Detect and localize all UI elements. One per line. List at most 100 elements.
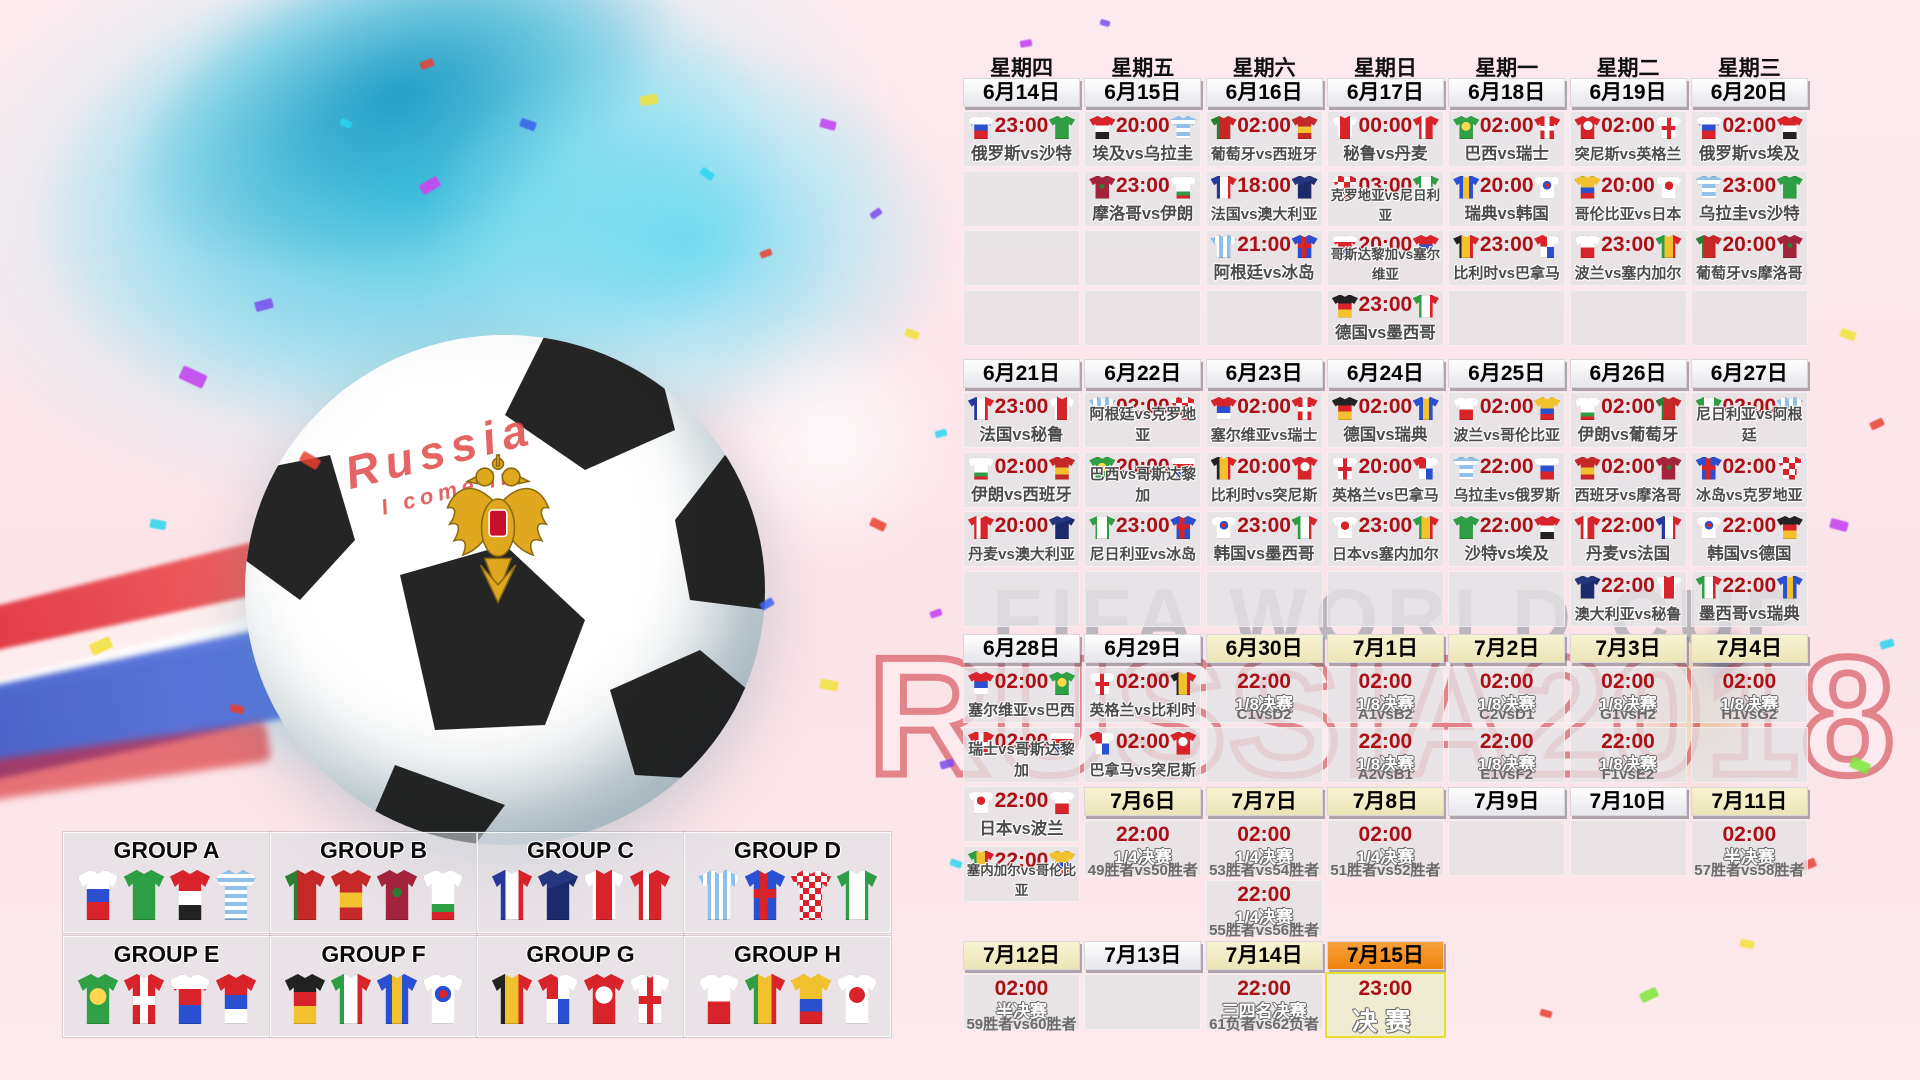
empty-cell [1569, 820, 1687, 876]
match-time: 23:00 [1722, 173, 1777, 197]
jersey-icon-be [1170, 672, 1197, 695]
match-teams: 比利时vs巴拿马 [1453, 265, 1561, 282]
match-time: 02:00 [1601, 114, 1655, 137]
match-cell: 20:00 比利时vs突尼斯 [1205, 451, 1323, 508]
group-title: GROUP D [734, 837, 841, 863]
jersey-icon-pe [1655, 575, 1682, 599]
weekday-label: 星期二 [1596, 57, 1660, 80]
match-time: 22:00 [1115, 823, 1170, 846]
jersey-icon-dk [1574, 516, 1601, 539]
match-cell: 21:00 阿根廷vs冰岛 [1205, 230, 1323, 286]
date-header: 7月6日 [1084, 787, 1202, 816]
knockout-stage: 1/8决赛 [1720, 695, 1779, 714]
weekday-label: 星期三 [1717, 57, 1781, 80]
match-teams: 比利时vs突尼斯 [1210, 486, 1318, 504]
jersey-icon-pa [1089, 731, 1116, 755]
jersey-icon-jp [1331, 516, 1358, 539]
jersey-icon-es [331, 870, 371, 920]
weekday-label: 星期一 [1475, 57, 1539, 80]
jersey-icon-sn [1412, 516, 1439, 539]
match-time: 23:00 [1115, 514, 1170, 537]
knockout-cell: 02:00 1/4决赛 51胜者vs52胜者 [1326, 820, 1444, 879]
match-teams: 冰岛vs克罗地亚 [1695, 486, 1803, 504]
jersey-icon-sa [124, 870, 164, 920]
knockout-stage: 1/4决赛 [1113, 848, 1172, 867]
knockout-cell: 02:00 1/4决赛 53胜者vs54胜者 [1205, 820, 1323, 879]
match-teams: 丹麦vs法国 [1585, 545, 1671, 563]
date-header: 7月9日 [1448, 787, 1566, 816]
knockout-cell: 22:00 1/8决赛 A2vsB1 [1326, 726, 1444, 783]
confetti-piece [929, 608, 943, 619]
match-cell: 02:00 巴西vs瑞士 [1448, 111, 1566, 167]
jersey-icon-au [1291, 175, 1318, 199]
jersey-icon-is [1291, 235, 1318, 258]
knockout-cell: 02:00 1/8决赛 A1vsB2 [1326, 667, 1444, 723]
knockout-pairing: 57胜者vs58胜者 [1694, 862, 1805, 879]
jersey-icon-pt [285, 870, 325, 920]
match-time: 22:00 [994, 789, 1049, 812]
match-teams: 澳大利亚vs秘鲁 [1574, 605, 1682, 623]
confetti-piece [1099, 18, 1111, 28]
knockout-pairing: A1vsB2 [1357, 706, 1413, 723]
match-time: 00:00 [1358, 114, 1413, 137]
match-teams: 哥伦比亚vs日本 [1574, 205, 1682, 223]
knockout-pairing: A2vsB1 [1357, 765, 1413, 783]
jersey-icon-pa [1534, 235, 1561, 258]
knockout-stage: 半决赛 [1723, 848, 1775, 867]
match-time: 23:00 [1358, 514, 1413, 537]
confetti-piece [819, 678, 839, 692]
match-cell: 20:00 哥斯达黎加vs塞尔维亚 [1326, 230, 1444, 286]
confetti-piece [1638, 986, 1660, 1004]
jersey-icon-hr [791, 870, 831, 920]
match-time: 02:00 [994, 977, 1049, 1000]
empty-cell [1326, 570, 1444, 627]
match-teams: 葡萄牙vs西班牙 [1210, 146, 1318, 163]
jersey-icon-es [1291, 116, 1318, 139]
match-time: 23:00 [1115, 173, 1170, 197]
jersey-icon-ir [423, 870, 463, 920]
jersey-icon-pe [584, 870, 624, 920]
knockout-pairing: 59胜者vs60胜者 [966, 1016, 1077, 1033]
match-time: 18:00 [1237, 173, 1291, 197]
weekday-label: 星期五 [1111, 57, 1175, 80]
jersey-icon-ir [968, 456, 994, 480]
match-teams: 哥斯达黎加vs塞尔维亚 [1330, 247, 1441, 282]
jersey-icon-ng [837, 870, 877, 920]
knockout-stage: 1/8决赛 [1477, 695, 1536, 714]
empty-cell [963, 289, 1080, 346]
match-time: 02:00 [1479, 670, 1534, 693]
jersey-icon-jp [968, 791, 994, 814]
match-cell: 02:00 突尼斯vs英格兰 [1569, 111, 1687, 167]
knockout-stage: 三四名决赛 [1221, 1002, 1307, 1021]
knockout-cell: 02:00 1/8决赛 C2vsD1 [1448, 667, 1566, 723]
group-title: GROUP E [113, 941, 220, 967]
empty-cell [1084, 289, 1202, 346]
match-time: 02:00 [1479, 114, 1534, 137]
knockout-cell: 02:00 半决赛 59胜者vs60胜者 [963, 974, 1080, 1033]
match-time: 23:00 [1479, 233, 1534, 256]
match-teams: 塞尔维亚vs巴西 [968, 702, 1075, 719]
match-cell: 22:00 乌拉圭vs俄罗斯 [1448, 451, 1566, 508]
match-teams: 阿根廷vs克罗地亚 [1089, 406, 1197, 444]
jersey-icon-cr [170, 974, 210, 1024]
group-title: GROUP H [734, 941, 841, 967]
date-header: 6月21日 [963, 359, 1080, 388]
weekday-label: 星期日 [1353, 57, 1417, 80]
jersey-icon-co [1049, 850, 1075, 874]
date-header: 7月10日 [1569, 787, 1687, 816]
date-header: 7月11日 [1690, 787, 1808, 816]
jersey-icon-se [377, 974, 417, 1024]
jersey-icon-pt [1210, 116, 1237, 139]
jersey-icon-is [1695, 456, 1722, 480]
date-header: 6月20日 [1690, 78, 1808, 107]
match-teams: 尼日利亚vs阿根廷 [1695, 406, 1803, 444]
confetti-piece [1829, 517, 1849, 533]
jersey-icon-ch [1291, 397, 1318, 420]
match-cell: 02:00 葡萄牙vs西班牙 [1205, 111, 1323, 167]
match-teams: 瑞士vs哥斯达黎加 [968, 740, 1075, 779]
knockout-stage: 1/8决赛 [1599, 754, 1657, 774]
jersey-icon-br [78, 974, 118, 1024]
match-teams: 塞尔维亚vs瑞士 [1210, 427, 1318, 444]
knockout-cell: 22:00 1/4决赛 55胜者vs56胜者 [1205, 879, 1323, 939]
